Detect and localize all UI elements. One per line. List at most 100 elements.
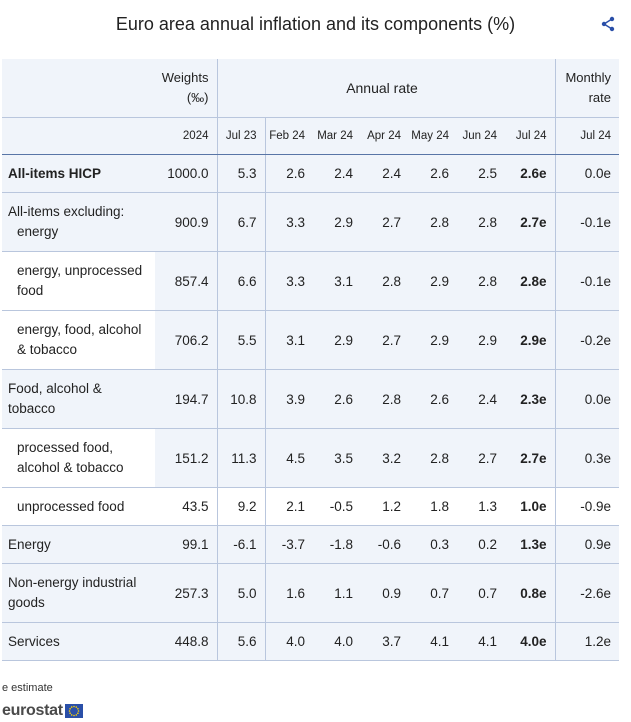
cell-jul23: 6.7 (216, 192, 265, 252)
cell-apr24: 3.7 (361, 622, 409, 661)
cell-jul23: 5.0 (216, 563, 265, 623)
table-row: Services 448.8 5.6 4.0 4.0 3.7 4.1 4.1 4… (2, 622, 619, 661)
monthly-header-line1: Monthly (565, 70, 611, 85)
cell-weight: 194.7 (155, 369, 217, 429)
cell-jul23: 6.6 (216, 251, 265, 311)
cell-jun24: 2.8 (457, 192, 505, 252)
annual-rate-header: Annual rate (216, 59, 555, 118)
table-row: All-items HICP 1000.0 5.3 2.6 2.4 2.4 2.… (2, 154, 619, 193)
cell-jul24-monthly: 1.2e (554, 622, 619, 661)
monthly-header-line2: rate (588, 90, 611, 105)
cell-jun24: 1.3 (457, 487, 505, 526)
row-label-line1: processed food, (17, 440, 114, 455)
cell-may24: 2.8 (409, 428, 457, 488)
header-row: Weights (‰) Annual rate Monthly rate (2, 59, 619, 118)
footnote: e estimate (2, 682, 53, 694)
weights-header-line2: (‰) (186, 90, 209, 105)
cell-apr24: 2.8 (361, 369, 409, 429)
cell-feb24: 1.6 (264, 563, 313, 623)
row-label: energy, unprocessed food (2, 251, 155, 311)
row-label-line2: goods (8, 595, 45, 610)
cell-feb24: -3.7 (264, 525, 313, 564)
cell-weight: 99.1 (155, 525, 217, 564)
cell-feb24: 2.6 (264, 154, 313, 193)
cell-feb24: 4.0 (264, 622, 313, 661)
subheader-apr24: Apr 24 (361, 117, 409, 155)
subheader-blank (2, 117, 155, 155)
cell-jul24-annual: 2.7e (505, 192, 555, 252)
cell-weight: 43.5 (155, 487, 217, 526)
row-label: energy, food, alcohol & tobacco (2, 310, 155, 370)
cell-jul24-monthly: 0.3e (554, 428, 619, 488)
row-label: All-items HICP (2, 154, 155, 193)
row-label: All-items excluding: energy (2, 192, 155, 252)
cell-weight: 151.2 (155, 428, 217, 488)
table-row: energy, unprocessed food 857.4 6.6 3.3 3… (2, 251, 619, 311)
cell-may24: 2.6 (409, 154, 457, 193)
subheader-mar24: Mar 24 (313, 117, 361, 155)
cell-mar24: 2.4 (313, 154, 361, 193)
cell-jul23: 5.5 (216, 310, 265, 370)
cell-jun24: 2.9 (457, 310, 505, 370)
cell-jul24-monthly: 0.9e (554, 525, 619, 564)
cell-mar24: 1.1 (313, 563, 361, 623)
cell-weight: 257.3 (155, 563, 217, 623)
row-label: Food, alcohol & tobacco (2, 369, 155, 429)
cell-apr24: -0.6 (361, 525, 409, 564)
cell-weight: 706.2 (155, 310, 217, 370)
cell-mar24: 4.0 (313, 622, 361, 661)
cell-jul24-monthly: -0.1e (554, 192, 619, 252)
row-label-line2: tobacco (8, 401, 56, 416)
cell-jun24: 2.4 (457, 369, 505, 429)
cell-jun24: 2.5 (457, 154, 505, 193)
cell-mar24: 2.9 (313, 310, 361, 370)
cell-apr24: 0.9 (361, 563, 409, 623)
cell-jul24-annual: 2.7e (505, 428, 555, 488)
cell-jul23: 5.3 (216, 154, 265, 193)
cell-mar24: -1.8 (313, 525, 361, 564)
subheader-feb24: Feb 24 (264, 117, 313, 155)
inflation-table: Weights (‰) Annual rate Monthly rate 202… (2, 59, 619, 661)
cell-apr24: 1.2 (361, 487, 409, 526)
row-label-line1: Non-energy industrial (8, 575, 137, 590)
subheader-jul24-monthly: Jul 24 (554, 117, 619, 155)
cell-jul24-annual: 0.8e (505, 563, 555, 623)
monthly-rate-header: Monthly rate (554, 59, 619, 118)
chart-title: Euro area annual inflation and its compo… (115, 14, 516, 34)
row-label: Services (2, 622, 155, 661)
subheader-may24: May 24 (409, 117, 457, 155)
subheader-jun24: Jun 24 (457, 117, 505, 155)
cell-jul23: 9.2 (216, 487, 265, 526)
cell-jul23: 10.8 (216, 369, 265, 429)
cell-may24: 4.1 (409, 622, 457, 661)
table-body: All-items HICP 1000.0 5.3 2.6 2.4 2.4 2.… (2, 154, 619, 661)
cell-may24: 1.8 (409, 487, 457, 526)
cell-feb24: 3.3 (264, 251, 313, 311)
header-blank (2, 59, 155, 118)
cell-mar24: 3.5 (313, 428, 361, 488)
subheader-row: 2024 Jul 23 Feb 24 Mar 24 Apr 24 May 24 … (2, 117, 619, 155)
row-label: unprocessed food (2, 487, 155, 526)
cell-weight: 1000.0 (155, 154, 217, 193)
cell-apr24: 2.7 (361, 310, 409, 370)
eu-flag-icon (64, 704, 83, 718)
cell-jun24: 4.1 (457, 622, 505, 661)
cell-jul24-monthly: 0.0e (554, 154, 619, 193)
cell-mar24: 3.1 (313, 251, 361, 311)
table-row: Energy 99.1 -6.1 -3.7 -1.8 -0.6 0.3 0.2 … (2, 525, 619, 564)
table-row: All-items excluding: energy 900.9 6.7 3.… (2, 192, 619, 252)
share-icon[interactable] (600, 16, 616, 32)
cell-jul24-annual: 2.9e (505, 310, 555, 370)
row-label-line1: All-items excluding: (8, 204, 125, 219)
cell-mar24: 2.6 (313, 369, 361, 429)
eurostat-logo[interactable]: eurostat (2, 701, 83, 721)
cell-jul24-annual: 1.0e (505, 487, 555, 526)
cell-jul24-monthly: -0.9e (554, 487, 619, 526)
cell-jul23: -6.1 (216, 525, 265, 564)
cell-apr24: 2.8 (361, 251, 409, 311)
table-row: unprocessed food 43.5 9.2 2.1 -0.5 1.2 1… (2, 487, 619, 526)
cell-jun24: 0.2 (457, 525, 505, 564)
cell-feb24: 3.1 (264, 310, 313, 370)
table-row: Non-energy industrial goods 257.3 5.0 1.… (2, 563, 619, 623)
cell-jul24-monthly: 0.0e (554, 369, 619, 429)
